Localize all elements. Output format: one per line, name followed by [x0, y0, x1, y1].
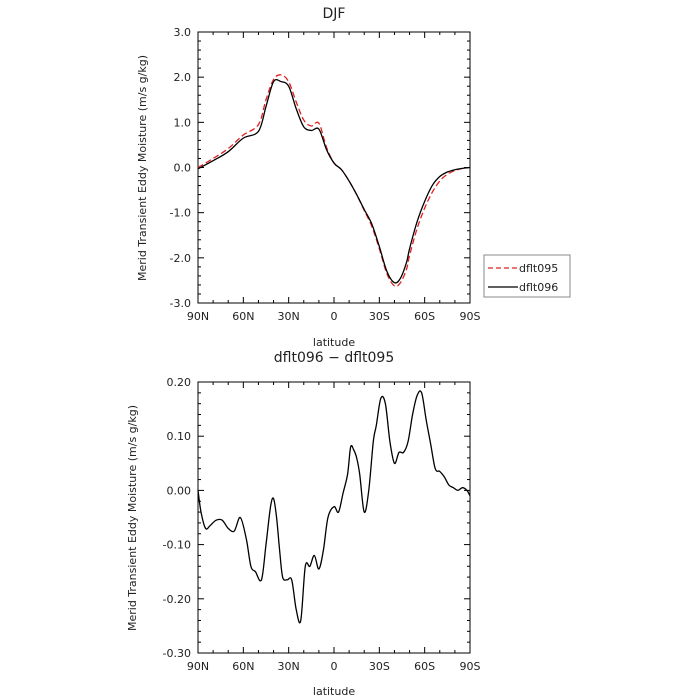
bottom-y-tick-label: -0.20: [163, 593, 191, 606]
top-x-axis-title: latitude: [313, 336, 355, 349]
top-y-tick-label: 3.0: [174, 26, 192, 39]
bottom-x-tick-label: 60N: [232, 660, 254, 673]
top-chart-title: DJF: [323, 6, 346, 22]
top-x-tick-label: 30N: [278, 310, 300, 323]
bottom-series-group: [197, 390, 471, 624]
bottom-x-axis-title: latitude: [313, 685, 355, 698]
legend-label-dflt096: dflt096: [519, 281, 558, 294]
bottom-y-tick-label: 0.00: [167, 484, 192, 497]
bottom-x-tick-label: 90S: [460, 660, 481, 673]
top-x-tick-label: 0: [331, 310, 338, 323]
bottom-x-tick-label: 30S: [369, 660, 390, 673]
top-x-tick-label: 90N: [187, 310, 209, 323]
top-chart: DJF 90N 60N 30N 0 30S 60S 90S 3.0 2.0 1.0 0.0 -1.0 -…: [136, 6, 571, 349]
bottom-x-tick-label: 30N: [278, 660, 300, 673]
bottom-y-tick-label: 0.20: [167, 376, 192, 389]
bottom-x-tick-label: 60S: [414, 660, 435, 673]
bottom-y-tick-label: 0.10: [167, 430, 192, 443]
top-plot-frame: [197, 31, 471, 304]
top-y-tick-label: -1.0: [170, 207, 191, 220]
bottom-chart-title: dflt096 − dflt095: [274, 350, 394, 366]
top-x-tick-label: 30S: [369, 310, 390, 323]
bottom-ticks: 90N 60N 30N 0 30S 60S 90S 0.20 0.10 0.00 -0.10 -0.2…: [163, 376, 481, 673]
bottom-y-axis-title: Merid Transient Eddy Moisture (m/s g/kg): [126, 405, 139, 631]
bottom-x-tick-label: 0: [331, 660, 338, 673]
top-y-tick-label: 2.0: [174, 71, 192, 84]
bottom-chart: dflt096 − dflt095 90N 60N 30N 0 30S 60S 90S 0.2…: [126, 350, 481, 698]
top-series-line-dflt096: [197, 79, 471, 284]
top-y-tick-label: 1.0: [174, 116, 192, 129]
bottom-y-tick-label: -0.30: [163, 647, 191, 660]
legend: dflt095 dflt096: [483, 254, 571, 298]
top-y-tick-label: -2.0: [170, 252, 191, 265]
legend-box: [483, 254, 571, 298]
top-ticks: 90N 60N 30N 0 30S 60S 90S 3.0 2.0 1.0 0.0 -1.0 -2.0 -…: [170, 26, 481, 323]
bottom-x-tick-label: 90N: [187, 660, 209, 673]
top-series-group: [197, 74, 471, 288]
top-x-tick-label: 90S: [460, 310, 481, 323]
top-y-tick-label: -3.0: [170, 297, 191, 310]
top-y-tick-label: 0.0: [174, 162, 192, 175]
legend-label-dflt095: dflt095: [519, 262, 558, 275]
top-x-tick-label: 60N: [232, 310, 254, 323]
bottom-y-tick-label: -0.10: [163, 539, 191, 552]
top-x-tick-label: 60S: [414, 310, 435, 323]
bottom-series-line-series-0: [197, 390, 471, 624]
top-y-axis-title: Merid Transient Eddy Moisture (m/s g/kg): [136, 55, 149, 281]
top-series-line-dflt095: [197, 74, 471, 288]
